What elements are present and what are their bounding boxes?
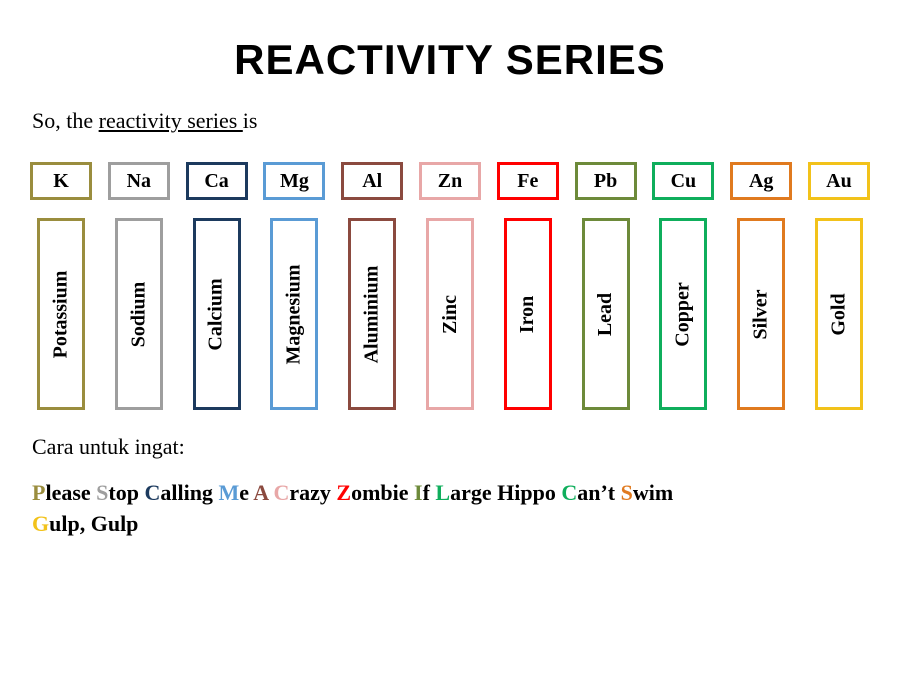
mnemonic-word-rest: ulp, [49,511,85,536]
element-name: Zinc [438,295,461,334]
element-symbol-box: Au [808,162,870,200]
element-name: Aluminium [361,265,384,363]
element-symbol-box: Fe [497,162,559,200]
mnemonic-word: Can’t [561,480,615,505]
element-col: Zn Zinc [419,162,481,410]
element-name-box: Potassium [37,218,85,410]
intro-text: So, the reactivity series is [32,108,870,134]
mnemonic-word: A [253,480,268,505]
element-name-box: Aluminium [348,218,396,410]
mnemonic-word-first: Z [336,480,351,505]
mnemonic-word-first: C [561,480,577,505]
mnemonic-word: If [414,480,430,505]
mnemonic-word: Large [435,480,491,505]
element-col: Ca Calcium [186,162,248,410]
element-name: Copper [672,282,695,346]
mnemonic-word-first: S [96,480,108,505]
element-symbol-box: K [30,162,92,200]
element-name-box: Magnesium [270,218,318,410]
element-name: Sodium [127,281,150,347]
element-name: Gold [827,293,850,335]
element-name-box: Silver [737,218,785,410]
element-col: K Potassium [30,162,92,410]
mnemonic-word-first: H [497,480,514,505]
element-col: Al Aluminium [341,162,403,410]
mnemonic-word-first: C [144,480,160,505]
mnemonic-word: Zombie [336,480,408,505]
mnemonic-word: Crazy [273,480,330,505]
mnemonic-word-first: S [621,480,633,505]
mnemonic-text: Please Stop Calling Me A Crazy Zombie If… [32,478,870,540]
element-name-box: Sodium [115,218,163,410]
element-symbol-box: Mg [263,162,325,200]
mnemonic-line2-rest: Gulp [91,511,139,536]
element-col: Mg Magnesium [263,162,325,410]
element-col: Na Sodium [108,162,170,410]
mnemonic-caption: Cara untuk ingat: [32,434,870,460]
mnemonic-word-rest: lease [45,480,90,505]
element-name-box: Copper [659,218,707,410]
mnemonic-word-first: A [253,480,268,505]
mnemonic-word-first: M [218,480,239,505]
mnemonic-word-first: C [273,480,289,505]
element-name: Magnesium [283,264,306,364]
element-name: Silver [750,289,773,339]
mnemonic-word-rest: alling [160,480,213,505]
element-name-box: Calcium [193,218,241,410]
mnemonic-word-first: G [32,511,49,536]
mnemonic-word-rest: e [239,480,249,505]
mnemonic-word-rest: ippo [514,480,556,505]
element-symbol-box: Ca [186,162,248,200]
element-name-box: Gold [815,218,863,410]
element-col: Au Gold [808,162,870,410]
element-symbol-box: Pb [575,162,637,200]
element-col: Pb Lead [575,162,637,410]
mnemonic-word-rest: f [423,480,430,505]
element-col: Ag Silver [730,162,792,410]
element-name-box: Iron [504,218,552,410]
mnemonic-word: Calling [144,480,212,505]
mnemonic-word-rest: razy [289,480,331,505]
mnemonic-word: Me [218,480,249,505]
intro-suffix: is [243,108,258,133]
element-name-box: Zinc [426,218,474,410]
element-symbol-box: Ag [730,162,792,200]
mnemonic-word: Swim [621,480,674,505]
mnemonic-word: Hippo [497,480,556,505]
element-symbol-box: Cu [652,162,714,200]
element-col: Fe Iron [497,162,559,410]
intro-underlined: reactivity series [99,108,243,133]
mnemonic-word-rest: top [108,480,139,505]
element-col: Cu Copper [652,162,714,410]
page-title: REACTIVITY SERIES [30,36,870,84]
mnemonic-word-rest: an’t [577,480,615,505]
element-name: Iron [516,295,539,332]
element-symbol-box: Zn [419,162,481,200]
mnemonic-word-first: L [435,480,450,505]
element-name: Calcium [205,278,228,350]
mnemonic-word-rest: wim [633,480,673,505]
element-symbol-box: Al [341,162,403,200]
element-name: Lead [594,292,617,335]
mnemonic-word: Gulp, [32,511,85,536]
mnemonic-word-first: P [32,480,45,505]
mnemonic-word-rest: arge [450,480,492,505]
mnemonic-word: Stop [96,480,139,505]
reactivity-series-row: K Potassium Na Sodium Ca Calcium Mg Magnesium Al… [30,162,870,410]
intro-prefix: So, the [32,108,99,133]
element-name: Potassium [50,270,73,358]
element-symbol-box: Na [108,162,170,200]
mnemonic-word-first: I [414,480,423,505]
mnemonic-word: Please [32,480,91,505]
element-name-box: Lead [582,218,630,410]
mnemonic-word-rest: ombie [351,480,408,505]
